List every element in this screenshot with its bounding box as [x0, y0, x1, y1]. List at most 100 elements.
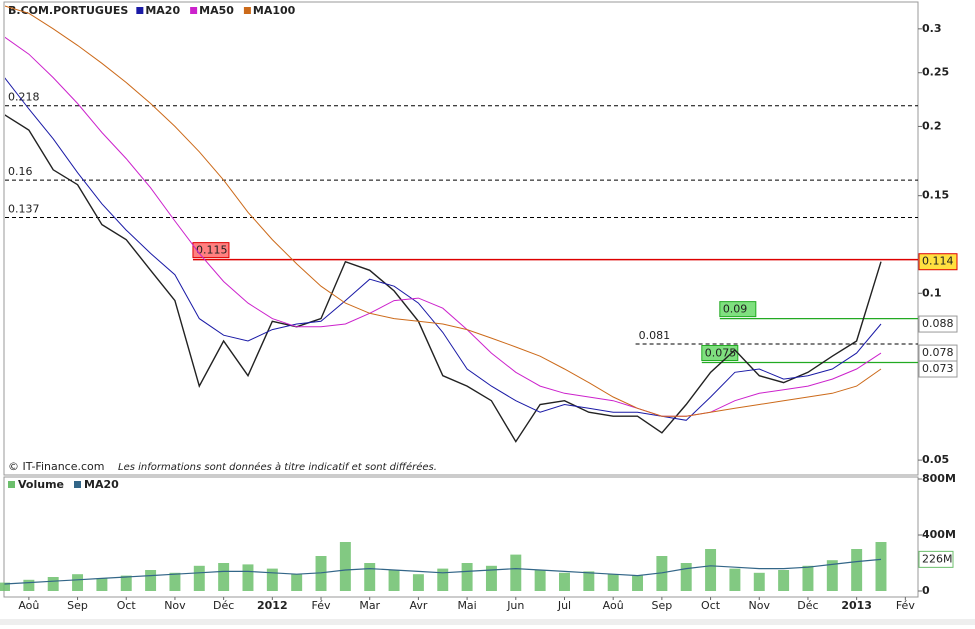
volume-bar: [632, 575, 644, 591]
volume-bar: [437, 568, 449, 591]
level-label: 0.16: [8, 165, 33, 178]
copyright: © IT-Finance.com: [8, 460, 105, 473]
x-tick-label: Oct: [701, 599, 721, 612]
volume-bar: [680, 563, 692, 591]
level-label: 0.09: [723, 303, 748, 316]
last-value-box: [918, 360, 958, 378]
legend-label: MA20: [84, 478, 119, 491]
level-label-box: [719, 301, 757, 318]
ma-line: [5, 36, 882, 417]
x-tick-label: Avr: [409, 599, 427, 612]
disclaimer: Les informations sont données à titre in…: [118, 461, 437, 473]
volume-bar: [875, 542, 887, 591]
volume-bar: [47, 577, 59, 591]
volume-bar: [388, 570, 400, 591]
volume-bar: [120, 575, 132, 591]
y-tick-label: 0: [922, 584, 930, 597]
volume-bar: [96, 578, 108, 591]
y-tick-label: 0.05: [922, 453, 949, 466]
ma-line: [5, 77, 882, 421]
volume-bar: [607, 574, 619, 591]
x-tick-label: Mai: [457, 599, 476, 612]
volume-bar: [583, 571, 595, 591]
volume-bar: [339, 542, 351, 591]
y-tick-label: 0.3: [922, 22, 942, 35]
legend-swatch: [74, 481, 81, 488]
last-value-label: 0.078: [922, 346, 954, 359]
scroll-strip: [0, 619, 975, 625]
volume-bar: [851, 549, 863, 591]
level-label-box: [192, 242, 230, 259]
x-tick-label: Jul: [557, 599, 571, 612]
volume-bar: [461, 563, 473, 591]
x-tick-label: 2013: [841, 599, 872, 612]
x-tick-label: Sep: [67, 599, 88, 612]
x-tick-label: Nov: [749, 599, 771, 612]
legend-swatch: [243, 7, 251, 14]
volume-bar: [559, 572, 570, 591]
volume-bar: [412, 574, 424, 591]
last-value-label: 0.088: [922, 317, 954, 330]
volume-bar: [510, 554, 522, 591]
x-tick-label: Aoû: [603, 599, 624, 612]
price-line: [5, 114, 882, 443]
volume-bar: [826, 560, 838, 591]
legend-swatch: [8, 481, 15, 488]
level-label: 0.081: [639, 329, 671, 342]
legend-label: MA50: [199, 4, 234, 17]
x-tick-label: Fév: [896, 599, 915, 612]
volume-ma-line: [4, 558, 882, 585]
volume-bar: [193, 565, 205, 591]
last-value-box: [918, 315, 958, 333]
legend-swatch: [136, 7, 144, 14]
y-tick-label: 0.1: [922, 286, 942, 299]
y-tick-label: 0.25: [922, 66, 949, 79]
volume-bar: [145, 570, 157, 591]
legend-label: Volume: [18, 478, 64, 491]
x-tick-label: Aoû: [18, 599, 39, 612]
legend-label: MA100: [253, 4, 296, 17]
volume-bar: [218, 563, 230, 591]
last-value-label: 0.114: [922, 255, 954, 268]
last-value-box: [918, 550, 954, 568]
volume-bar: [169, 572, 181, 591]
volume-bar: [729, 568, 741, 591]
volume-bar: [656, 556, 668, 591]
y-tick-label: 0.15: [922, 189, 949, 202]
volume-bar: [23, 579, 35, 591]
value-label: 226M: [922, 552, 953, 565]
volume-bar: [364, 563, 376, 591]
x-tick-label: Nov: [164, 599, 186, 612]
volume-bar: [72, 574, 84, 591]
x-tick-label: Mar: [359, 599, 380, 612]
x-tick-label: Déc: [213, 599, 234, 612]
level-label: 0.115: [196, 244, 228, 257]
volume-bar: [0, 582, 10, 591]
volume-bar: [315, 556, 327, 591]
y-tick-label: 800M: [922, 472, 956, 485]
x-tick-label: 2012: [257, 599, 288, 612]
volume-bar: [802, 565, 814, 591]
volume-bar: [266, 568, 278, 591]
x-tick-label: Jun: [506, 599, 524, 612]
price-panel: [3, 1, 919, 476]
volume-bar: [242, 564, 254, 591]
volume-bar: [705, 549, 717, 591]
x-tick-label: Sep: [652, 599, 673, 612]
volume-panel: [3, 476, 919, 598]
last-value-label: 0.073: [922, 362, 954, 375]
volume-bar: [778, 570, 790, 591]
level-label: 0.218: [8, 91, 40, 104]
x-tick-label: Oct: [117, 599, 137, 612]
level-label: 0.137: [8, 202, 40, 215]
x-tick-label: Déc: [797, 599, 818, 612]
volume-bar: [534, 570, 546, 591]
y-tick-label: 0.2: [922, 119, 942, 132]
y-tick-label: 400M: [922, 528, 956, 541]
legend-label: MA20: [145, 4, 180, 17]
volume-bar: [753, 572, 765, 591]
volume-bar: [485, 565, 497, 591]
ma-line: [5, 5, 882, 417]
